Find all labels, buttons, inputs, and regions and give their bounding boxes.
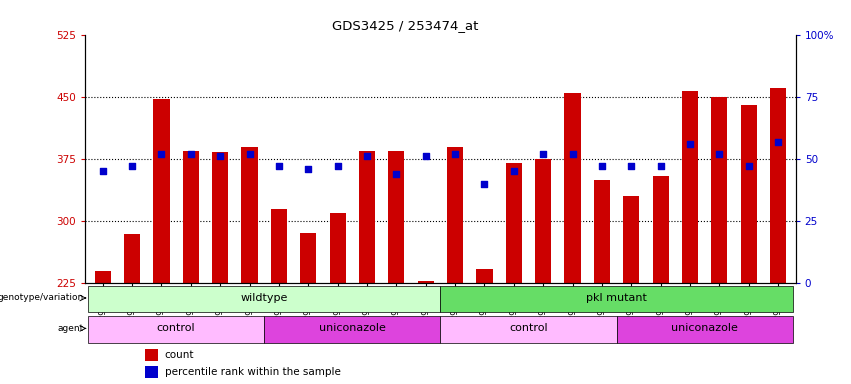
Text: agent: agent bbox=[57, 324, 83, 333]
Point bbox=[419, 154, 432, 160]
Point bbox=[654, 163, 667, 169]
Bar bbox=[183, 151, 199, 283]
Bar bbox=[418, 281, 434, 283]
Bar bbox=[264, 316, 440, 343]
Bar bbox=[146, 366, 158, 378]
Point bbox=[125, 163, 139, 169]
Bar bbox=[617, 316, 793, 343]
Point bbox=[360, 154, 374, 160]
Bar bbox=[242, 147, 258, 283]
Point bbox=[566, 151, 580, 157]
Bar bbox=[441, 316, 617, 343]
Bar bbox=[682, 91, 698, 283]
Point bbox=[96, 168, 110, 174]
Bar bbox=[770, 88, 786, 283]
Point bbox=[712, 151, 726, 157]
Point bbox=[477, 181, 491, 187]
Bar bbox=[447, 147, 463, 283]
Text: pkl mutant: pkl mutant bbox=[586, 293, 647, 303]
Bar bbox=[146, 349, 158, 361]
Text: control: control bbox=[157, 323, 196, 333]
Point bbox=[625, 163, 638, 169]
Bar bbox=[564, 93, 580, 283]
Bar bbox=[740, 105, 757, 283]
Point bbox=[301, 166, 315, 172]
Point bbox=[272, 163, 286, 169]
Point bbox=[536, 151, 550, 157]
Bar bbox=[441, 286, 793, 312]
Bar bbox=[359, 151, 375, 283]
Title: GDS3425 / 253474_at: GDS3425 / 253474_at bbox=[332, 19, 478, 32]
Point bbox=[214, 154, 227, 160]
Point bbox=[331, 163, 345, 169]
Bar bbox=[271, 209, 287, 283]
Point bbox=[595, 163, 608, 169]
Bar bbox=[212, 152, 228, 283]
Bar bbox=[711, 97, 728, 283]
Point bbox=[390, 171, 403, 177]
Text: count: count bbox=[165, 350, 194, 360]
Bar bbox=[300, 233, 317, 283]
Bar bbox=[94, 271, 111, 283]
Bar bbox=[388, 151, 404, 283]
Bar bbox=[535, 159, 551, 283]
Point bbox=[184, 151, 197, 157]
Point bbox=[683, 141, 697, 147]
Text: uniconazole: uniconazole bbox=[671, 323, 738, 333]
Bar bbox=[623, 196, 639, 283]
Point bbox=[771, 139, 785, 145]
Bar bbox=[153, 99, 169, 283]
Bar bbox=[477, 269, 493, 283]
Point bbox=[155, 151, 168, 157]
Bar bbox=[88, 316, 264, 343]
Bar bbox=[329, 213, 346, 283]
Bar bbox=[505, 163, 522, 283]
Text: uniconazole: uniconazole bbox=[319, 323, 386, 333]
Bar bbox=[653, 175, 669, 283]
Bar bbox=[124, 233, 140, 283]
Text: percentile rank within the sample: percentile rank within the sample bbox=[165, 367, 340, 377]
Text: wildtype: wildtype bbox=[241, 293, 288, 303]
Bar bbox=[594, 180, 610, 283]
Point bbox=[507, 168, 521, 174]
Point bbox=[243, 151, 256, 157]
Text: control: control bbox=[509, 323, 548, 333]
Point bbox=[448, 151, 462, 157]
Bar bbox=[88, 286, 441, 312]
Point bbox=[742, 163, 756, 169]
Text: genotype/variation: genotype/variation bbox=[0, 293, 83, 303]
